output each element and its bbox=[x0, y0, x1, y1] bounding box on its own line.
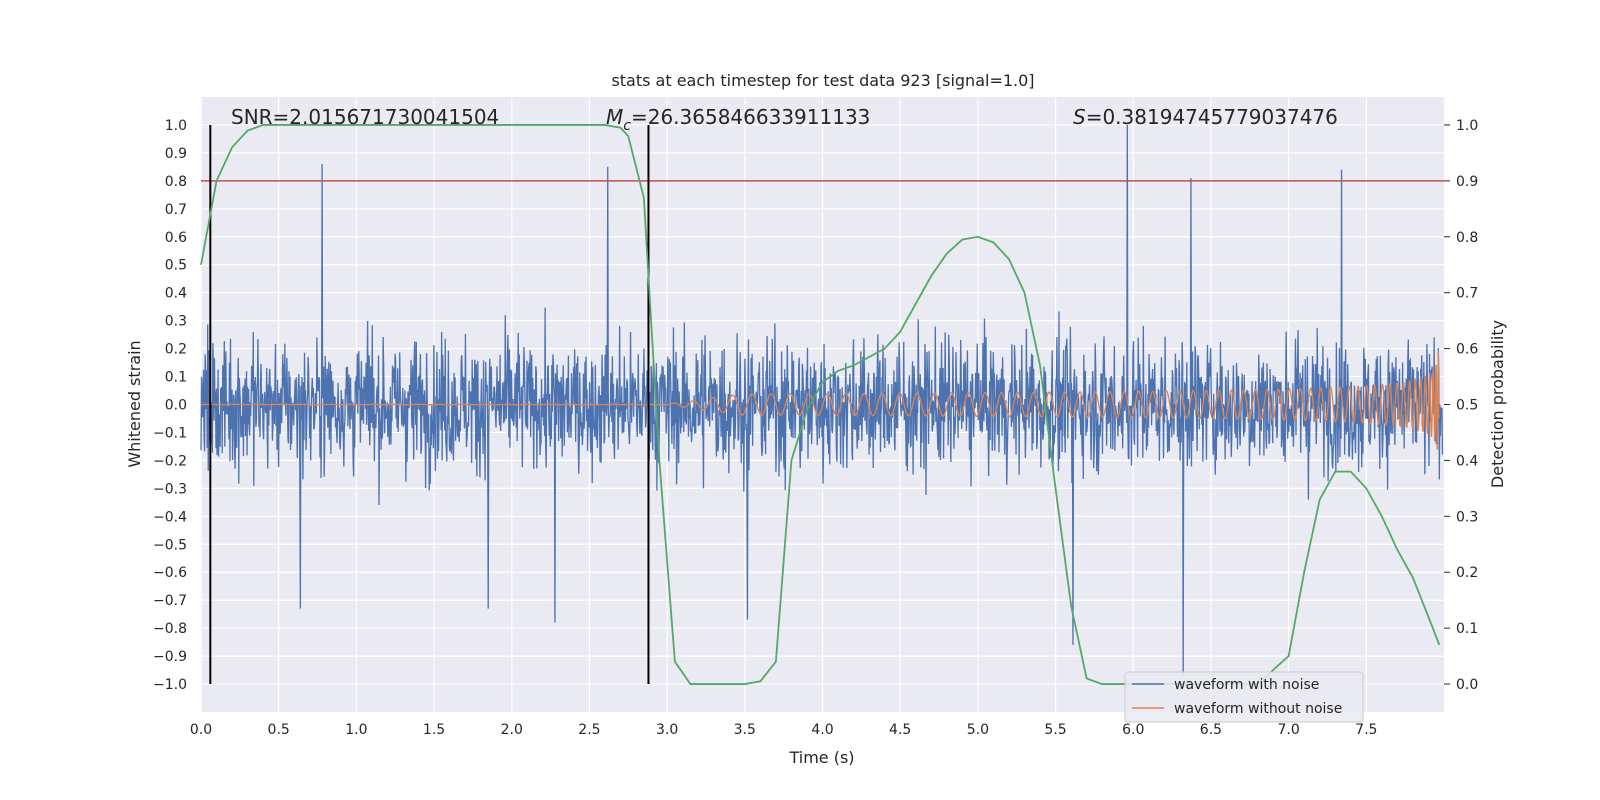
x-tick-label: 3.5 bbox=[734, 722, 756, 738]
snr-annotation: SNR=2.015671730041504 bbox=[231, 105, 499, 129]
y2-tick-label: 0.3 bbox=[1456, 509, 1478, 525]
y-tick-label: 0.9 bbox=[165, 146, 187, 162]
y2-tick-label: 1.0 bbox=[1456, 118, 1478, 134]
y-axis-right: 1.0 0.9 0.8 0.7 0.6 0.5 0.4 0.3 0.2 0.1 0.0 bbox=[1444, 118, 1478, 693]
y2-tick-label: 0.0 bbox=[1456, 677, 1478, 693]
chirp-mass-subscript: c bbox=[623, 118, 631, 134]
plot-area bbox=[200, 97, 1444, 712]
y2-tick-label: 0.4 bbox=[1456, 453, 1478, 469]
legend-box bbox=[1124, 671, 1364, 723]
y-tick-label: 0.4 bbox=[165, 286, 187, 302]
x-tick-label: 2.0 bbox=[501, 722, 523, 738]
x-tick-label: 2.5 bbox=[578, 722, 600, 738]
legend: waveform with noise waveform without noi… bbox=[1124, 671, 1364, 723]
y-tick-label: 0.1 bbox=[165, 370, 187, 386]
y-tick-label: 0.8 bbox=[165, 174, 187, 190]
y2-tick-label: 0.6 bbox=[1456, 342, 1478, 358]
x-tick-label: 0.0 bbox=[190, 722, 212, 738]
y2-tick-label: 0.1 bbox=[1456, 621, 1478, 637]
y2-tick-label: 0.8 bbox=[1456, 230, 1478, 246]
y-tick-label: 0.7 bbox=[165, 202, 187, 218]
y-tick-label: −0.6 bbox=[153, 565, 187, 581]
y-axis-left: 1.0 0.9 0.8 0.7 0.6 0.5 0.4 0.3 0.2 0.1 0.0 −0.1 −0.… bbox=[153, 118, 187, 693]
noise-waveform-line bbox=[200, 124, 1444, 676]
y-axis-label: Whitened strain bbox=[125, 340, 144, 467]
y-tick-label: −0.4 bbox=[153, 509, 187, 525]
y2-tick-label: 0.9 bbox=[1456, 174, 1478, 190]
s-symbol: S bbox=[1073, 105, 1086, 129]
y-tick-label: 1.0 bbox=[165, 118, 187, 134]
chirp-mass-value: =26.365846633911133 bbox=[631, 105, 870, 129]
x-tick-label: 1.0 bbox=[345, 722, 367, 738]
x-tick-label: 6.5 bbox=[1200, 722, 1222, 738]
waveform-with-noise-series bbox=[200, 124, 1444, 676]
probability-line bbox=[200, 124, 1441, 685]
y-tick-label: −0.7 bbox=[153, 593, 187, 609]
x-tick-label: 5.0 bbox=[967, 722, 989, 738]
x-tick-label: 0.5 bbox=[268, 722, 290, 738]
detection-probability-series bbox=[200, 124, 1441, 685]
x-tick-label: 3.0 bbox=[656, 722, 678, 738]
x-tick-label: 1.5 bbox=[423, 722, 445, 738]
y2-axis-label: Detection probability bbox=[1488, 320, 1507, 488]
y-tick-label: 0.3 bbox=[165, 314, 187, 330]
x-axis-label: Time (s) bbox=[788, 748, 854, 767]
legend-label-noise: waveform with noise bbox=[1174, 677, 1319, 693]
y-tick-label: −0.1 bbox=[153, 425, 187, 441]
chart-title: stats at each timestep for test data 923… bbox=[611, 71, 1034, 90]
x-tick-label: 4.5 bbox=[889, 722, 911, 738]
y-tick-label: 0.2 bbox=[165, 342, 187, 358]
s-value: =0.38194745779037476 bbox=[1086, 105, 1338, 129]
y-tick-label: −0.5 bbox=[153, 537, 187, 553]
y-tick-label: 0.0 bbox=[165, 398, 187, 414]
y-tick-label: 0.5 bbox=[165, 258, 187, 274]
waveform-without-noise-series bbox=[200, 350, 1440, 450]
x-tick-label: 5.5 bbox=[1044, 722, 1066, 738]
chirp-mass-annotation: Mc=26.365846633911133 bbox=[606, 105, 870, 134]
y-tick-label: −0.2 bbox=[153, 453, 187, 469]
legend-label-clean: waveform without noise bbox=[1174, 701, 1342, 717]
y-tick-label: −0.3 bbox=[153, 481, 187, 497]
x-tick-label: 7.0 bbox=[1277, 722, 1299, 738]
x-tick-label: 6.0 bbox=[1122, 722, 1144, 738]
y-tick-label: −1.0 bbox=[153, 677, 187, 693]
chirp-mass-symbol: M bbox=[606, 105, 623, 129]
clean-waveform-line bbox=[200, 350, 1440, 450]
x-tick-label: 4.0 bbox=[811, 722, 833, 738]
y-tick-label: −0.9 bbox=[153, 649, 187, 665]
y-tick-label: 0.6 bbox=[165, 230, 187, 246]
s-annotation: S=0.38194745779037476 bbox=[1073, 105, 1338, 129]
y-tick-label: −0.8 bbox=[153, 621, 187, 637]
x-tick-label: 7.5 bbox=[1355, 722, 1377, 738]
x-axis: 0.0 0.5 1.0 1.5 2.0 2.5 3.0 3.5 4.0 4.5 5.0 5.5 6.0 6… bbox=[190, 722, 1378, 738]
y2-tick-label: 0.7 bbox=[1456, 286, 1478, 302]
y2-tick-label: 0.2 bbox=[1456, 565, 1478, 581]
y2-tick-label: 0.5 bbox=[1456, 398, 1478, 414]
